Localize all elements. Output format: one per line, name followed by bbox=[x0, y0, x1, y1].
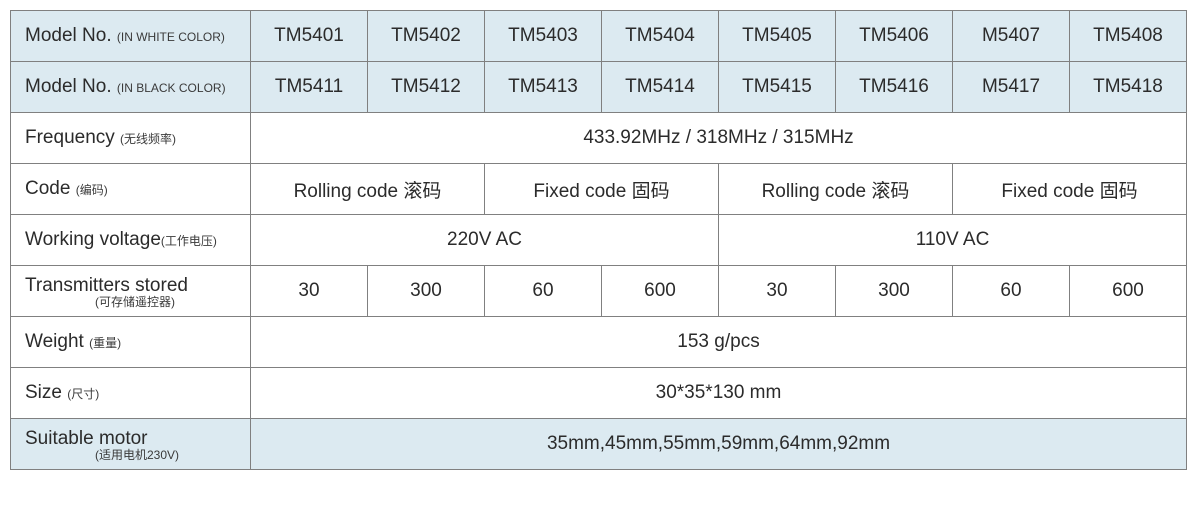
cell-model-black-3: TM5414 bbox=[602, 62, 719, 113]
cell-transmitters-3: 600 bbox=[602, 266, 719, 317]
cell-transmitters-1: 300 bbox=[368, 266, 485, 317]
cell-model-white-4: TM5405 bbox=[719, 11, 836, 62]
row-size: Size (尺寸) 30*35*130 mm bbox=[11, 368, 1187, 419]
cell-model-black-6: M5417 bbox=[953, 62, 1070, 113]
label-sub: (IN WHITE COLOR) bbox=[117, 30, 225, 44]
cell-model-black-7: TM5418 bbox=[1070, 62, 1187, 113]
label-sub: (适用电机230V) bbox=[25, 450, 250, 460]
label-main: Working voltage bbox=[25, 229, 161, 250]
row-voltage: Working voltage(工作电压) 220V AC 110V AC bbox=[11, 215, 1187, 266]
label-main: Transmitters stored bbox=[25, 275, 188, 296]
label-weight: Weight (重量) bbox=[11, 317, 251, 368]
label-frequency: Frequency (无线频率) bbox=[11, 113, 251, 164]
label-main: Weight bbox=[25, 331, 89, 352]
label-sub: (工作电压) bbox=[161, 234, 217, 248]
label-transmitters: Transmitters stored (可存储遥控器) bbox=[11, 266, 251, 317]
cell-code-2: Rolling code 滚码 bbox=[719, 164, 953, 215]
label-sub: (编码) bbox=[76, 183, 108, 197]
cell-model-white-3: TM5404 bbox=[602, 11, 719, 62]
label-main: Size bbox=[25, 382, 67, 403]
label-motor: Suitable motor (适用电机230V) bbox=[11, 419, 251, 470]
cell-model-black-2: TM5413 bbox=[485, 62, 602, 113]
cell-model-white-6: M5407 bbox=[953, 11, 1070, 62]
cell-transmitters-6: 60 bbox=[953, 266, 1070, 317]
cell-model-white-0: TM5401 bbox=[251, 11, 368, 62]
cell-model-white-7: TM5408 bbox=[1070, 11, 1187, 62]
row-transmitters: Transmitters stored (可存储遥控器) 30 300 60 6… bbox=[11, 266, 1187, 317]
cell-transmitters-0: 30 bbox=[251, 266, 368, 317]
label-sub: (无线频率) bbox=[120, 132, 176, 146]
label-main: Frequency bbox=[25, 127, 120, 148]
row-frequency: Frequency (无线频率) 433.92MHz / 318MHz / 31… bbox=[11, 113, 1187, 164]
cell-model-black-0: TM5411 bbox=[251, 62, 368, 113]
label-model-white: Model No. (IN WHITE COLOR) bbox=[11, 11, 251, 62]
label-main: Suitable motor bbox=[25, 428, 148, 449]
cell-code-0: Rolling code 滚码 bbox=[251, 164, 485, 215]
row-model-black: Model No. (IN BLACK COLOR) TM5411 TM5412… bbox=[11, 62, 1187, 113]
label-size: Size (尺寸) bbox=[11, 368, 251, 419]
row-weight: Weight (重量) 153 g/pcs bbox=[11, 317, 1187, 368]
label-main: Code bbox=[25, 178, 76, 199]
cell-motor: 35mm,45mm,55mm,59mm,64mm,92mm bbox=[251, 419, 1187, 470]
label-voltage: Working voltage(工作电压) bbox=[11, 215, 251, 266]
row-motor: Suitable motor (适用电机230V) 35mm,45mm,55mm… bbox=[11, 419, 1187, 470]
cell-model-white-1: TM5402 bbox=[368, 11, 485, 62]
cell-voltage-1: 110V AC bbox=[719, 215, 1187, 266]
cell-code-1: Fixed code 固码 bbox=[485, 164, 719, 215]
cell-transmitters-2: 60 bbox=[485, 266, 602, 317]
label-main: Model No. bbox=[25, 25, 117, 46]
row-code: Code (编码) Rolling code 滚码 Fixed code 固码 … bbox=[11, 164, 1187, 215]
cell-model-black-5: TM5416 bbox=[836, 62, 953, 113]
cell-transmitters-5: 300 bbox=[836, 266, 953, 317]
cell-transmitters-7: 600 bbox=[1070, 266, 1187, 317]
cell-transmitters-4: 30 bbox=[719, 266, 836, 317]
row-model-white: Model No. (IN WHITE COLOR) TM5401 TM5402… bbox=[11, 11, 1187, 62]
cell-code-3: Fixed code 固码 bbox=[953, 164, 1187, 215]
cell-model-black-4: TM5415 bbox=[719, 62, 836, 113]
cell-model-white-2: TM5403 bbox=[485, 11, 602, 62]
cell-weight: 153 g/pcs bbox=[251, 317, 1187, 368]
cell-model-white-5: TM5406 bbox=[836, 11, 953, 62]
cell-frequency: 433.92MHz / 318MHz / 315MHz bbox=[251, 113, 1187, 164]
spec-table: Model No. (IN WHITE COLOR) TM5401 TM5402… bbox=[10, 10, 1187, 470]
cell-size: 30*35*130 mm bbox=[251, 368, 1187, 419]
label-sub: (IN BLACK COLOR) bbox=[117, 81, 226, 95]
label-main: Model No. bbox=[25, 76, 117, 97]
label-sub: (重量) bbox=[89, 336, 121, 350]
label-sub: (可存储遥控器) bbox=[25, 297, 250, 307]
cell-voltage-0: 220V AC bbox=[251, 215, 719, 266]
cell-model-black-1: TM5412 bbox=[368, 62, 485, 113]
label-sub: (尺寸) bbox=[67, 387, 99, 401]
label-model-black: Model No. (IN BLACK COLOR) bbox=[11, 62, 251, 113]
label-code: Code (编码) bbox=[11, 164, 251, 215]
